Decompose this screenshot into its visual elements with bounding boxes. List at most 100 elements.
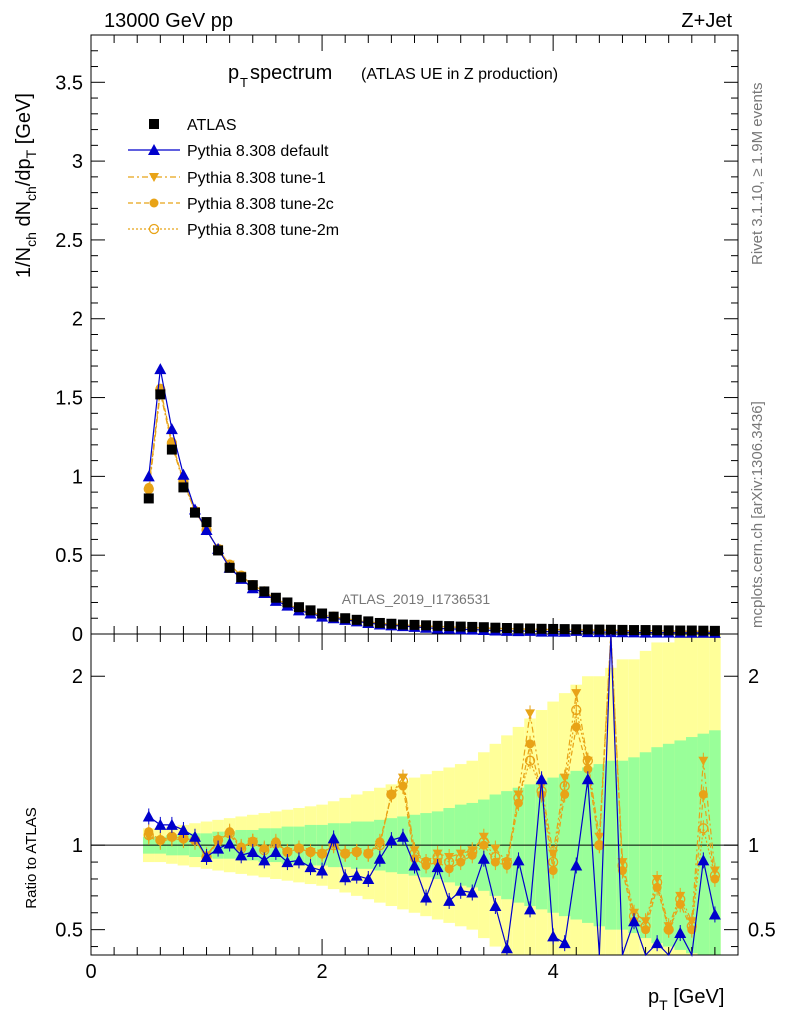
y-tick-label-top: 0.5 xyxy=(55,545,83,567)
ratio-point-pythia-8-308-default xyxy=(281,856,294,868)
ratio-point-pythia-8-308-tune-1 xyxy=(478,832,489,842)
top-point-atlas xyxy=(467,621,478,632)
ratio-point-pythia-8-308-default xyxy=(524,903,537,915)
title-suffix: (ATLAS UE in Z production) xyxy=(361,66,558,83)
ratio-point-pythia-8-308-tune-2c xyxy=(560,790,570,799)
ratio-point-pythia-8-308-tune-1 xyxy=(640,917,651,927)
y-tick-label-top: 3 xyxy=(72,151,83,173)
top-point-atlas xyxy=(444,621,455,632)
ratio-point-pythia-8-308-default xyxy=(223,837,236,849)
y-tick-label-ratio-right: 2 xyxy=(748,666,759,688)
ratio-point-pythia-8-308-tune-1 xyxy=(293,844,304,854)
ratio-point-pythia-8-308-default xyxy=(674,927,687,939)
top-point-atlas xyxy=(536,623,547,634)
legend-label-pythia-8-308-tune-2m: Pythia 8.308 tune-2m xyxy=(187,222,339,239)
legend-label-atlas: ATLAS xyxy=(187,117,237,134)
ratio-series-pythia-8-308-default xyxy=(142,633,721,957)
ratio-point-pythia-8-308-default xyxy=(454,884,467,896)
ratio-point-pythia-8-308-tune-1 xyxy=(513,790,524,800)
title-rest: spectrum xyxy=(250,62,332,84)
ratio-point-pythia-8-308-tune-2c xyxy=(583,764,593,774)
ratio-point-pythia-8-308-tune-1 xyxy=(663,922,674,932)
ratio-point-pythia-8-308-default xyxy=(339,871,352,883)
legend-marker-pythia-8-308-tune-2m xyxy=(148,223,160,235)
y-tick-label-ratio-right: 1 xyxy=(748,835,759,857)
title-main: p xyxy=(228,62,239,84)
top-point-atlas xyxy=(432,620,443,631)
legend-marker-pythia-8-308-tune-2c xyxy=(149,198,159,208)
ratio-point-pythia-8-308-default xyxy=(246,845,259,857)
top-point-atlas xyxy=(409,619,420,630)
y-tick-label-top: 2 xyxy=(72,309,83,331)
ratio-point-pythia-8-308-tune-1 xyxy=(363,849,374,859)
ratio-point-pythia-8-308-tune-1 xyxy=(582,756,593,766)
ratio-point-pythia-8-308-tune-1 xyxy=(247,837,258,847)
ratio-point-pythia-8-308-tune-1 xyxy=(386,790,397,800)
mcplots-info: mcplots.cern.ch [arXiv:1306.3436] xyxy=(749,401,766,628)
top-point-atlas xyxy=(386,618,397,629)
ratio-point-pythia-8-308-default xyxy=(258,854,271,866)
y-tick-label-ratio: 0.5 xyxy=(55,920,83,942)
ratio-point-pythia-8-308-tune-1 xyxy=(559,773,570,783)
y-tick-label-top: 3.5 xyxy=(55,72,83,94)
ratio-point-pythia-8-308-default xyxy=(396,830,409,842)
ratio-point-pythia-8-308-tune-1 xyxy=(351,847,362,857)
plot-title: p T spectrum (ATLAS UE in Z production) xyxy=(228,62,558,90)
top-point-pythia-8-308-default xyxy=(165,423,178,435)
ratio-point-pythia-8-308-tune-2c xyxy=(698,790,708,799)
ratio-point-pythia-8-308-tune-1 xyxy=(444,853,455,863)
top-point-pythia-8-308-tune-1 xyxy=(143,488,154,498)
top-point-atlas xyxy=(189,507,200,518)
ratio-point-pythia-8-308-tune-2c xyxy=(571,722,581,732)
ratio-line-pythia-8-308-tune-2c xyxy=(148,633,716,932)
ylabel-top: 1/Nch dNch/dpT [GeV] xyxy=(13,93,39,278)
top-point-atlas xyxy=(478,622,489,633)
ratio-point-pythia-8-308-default xyxy=(212,842,225,854)
ratio-point-pythia-8-308-default xyxy=(547,930,560,942)
green-band-bin xyxy=(709,730,721,955)
top-point-pythia-8-308-default xyxy=(142,470,155,482)
top-point-atlas xyxy=(652,625,663,636)
top-point-pythia-8-308-default xyxy=(177,468,190,480)
top-point-atlas xyxy=(605,624,616,635)
top-series-atlas xyxy=(143,389,720,636)
header-right: Z+Jet xyxy=(681,10,732,32)
ratio-point-pythia-8-308-default xyxy=(200,851,213,863)
ratio-point-pythia-8-308-default xyxy=(431,861,444,873)
ratio-point-pythia-8-308-default xyxy=(477,852,490,864)
top-point-atlas xyxy=(629,625,640,636)
y-tick-label-top: 0 xyxy=(72,624,83,646)
ratio-point-pythia-8-308-tune-2c xyxy=(525,739,535,749)
y-tick-label-ratio-right: 0.5 xyxy=(748,920,776,942)
top-point-atlas xyxy=(247,580,258,591)
x-tick-label: 4 xyxy=(548,961,559,983)
legend-entry-atlas: ATLAS xyxy=(149,117,237,134)
legend: ATLAS Pythia 8.308 default Pythia 8.308 tu… xyxy=(128,117,339,239)
top-point-atlas xyxy=(213,545,224,556)
top-point-atlas xyxy=(236,572,247,583)
ratio-point-pythia-8-308-default xyxy=(327,832,340,844)
ratio-point-pythia-8-308-default xyxy=(373,852,386,864)
ratio-point-pythia-8-308-tune-1 xyxy=(305,847,316,857)
top-point-atlas xyxy=(305,605,316,616)
ratio-point-pythia-8-308-default xyxy=(177,823,190,835)
ratio-point-pythia-8-308-tune-2c xyxy=(490,857,500,867)
top-point-atlas xyxy=(270,592,281,603)
top-line-pythia-8-308-tune-1 xyxy=(148,392,715,633)
y-tick-label-ratio: 1 xyxy=(72,835,83,857)
ratio-point-pythia-8-308-tune-1 xyxy=(467,846,478,856)
ratio-point-pythia-8-308-tune-1 xyxy=(525,709,536,719)
y-axis-title-top: 1/Nch dNch/dpT [GeV] xyxy=(13,93,39,278)
legend-label-pythia-8-308-tune-1: Pythia 8.308 tune-1 xyxy=(187,170,326,187)
ratio-point-pythia-8-308-tune-2c xyxy=(444,864,454,874)
ratio-point-pythia-8-308-tune-1 xyxy=(455,849,466,859)
top-point-atlas xyxy=(178,482,189,493)
top-point-atlas xyxy=(328,611,339,622)
ratio-point-pythia-8-308-default xyxy=(443,894,456,906)
ratio-point-pythia-8-308-tune-1 xyxy=(259,846,270,856)
ratio-point-pythia-8-308-default xyxy=(708,908,721,920)
rivet-info: Rivet 3.1.10, ≥ 1.9M events xyxy=(749,83,766,266)
top-point-atlas xyxy=(351,614,362,625)
ratio-point-pythia-8-308-tune-2m xyxy=(571,704,582,716)
ratio-point-pythia-8-308-tune-1 xyxy=(374,841,385,851)
